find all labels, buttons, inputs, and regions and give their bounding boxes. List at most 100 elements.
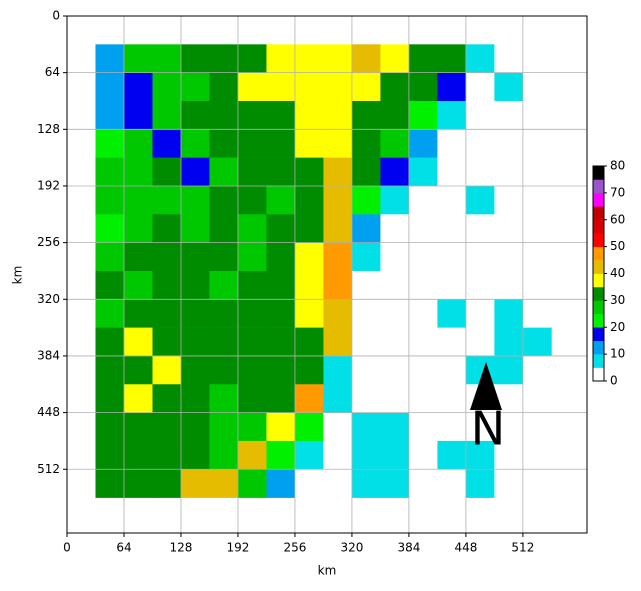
colorbar-swatch [593,233,604,247]
heat-cell [123,440,153,470]
heat-cell [95,72,125,102]
heat-cell [237,214,267,243]
heat-cell [323,355,353,385]
heat-cell [266,270,296,300]
heat-cell [494,355,524,385]
colorbar-swatch [593,313,604,328]
heat-cell [380,412,410,442]
colorbar-tick-label: 50 [610,239,625,253]
heat-cell [152,129,182,158]
heat-cell [266,299,296,328]
heat-cell [294,299,324,328]
heat-cell [323,185,353,215]
heat-cell [465,72,495,102]
heat-cell [494,412,524,442]
heat-cell [494,129,524,158]
heat-cell [266,129,296,158]
heat-cell [522,270,552,300]
heat-cell [266,469,296,498]
heat-cell [95,412,125,442]
heat-cell [408,384,438,413]
heat-cell [95,299,125,328]
heat-cell [465,242,495,272]
heat-cell [408,214,438,243]
heat-cell [522,129,552,158]
heat-cell [494,242,524,272]
heat-cell [294,270,324,300]
heat-cell [123,270,153,300]
heat-cell [294,129,324,158]
heat-cell [152,469,182,498]
heat-cell [522,242,552,272]
heat-cell [209,129,239,158]
y-tick-label: 384 [37,348,60,362]
heat-cell [408,129,438,158]
heat-cell [209,242,239,272]
heat-cell [152,100,182,130]
heat-cell [323,129,353,158]
x-tick-label: 64 [116,541,131,555]
colorbar-swatch [593,219,604,234]
heat-cell [152,355,182,385]
heat-cell [95,327,125,357]
heat-cell [351,129,381,158]
colorbar-tick-label: 80 [610,159,625,173]
heat-cell [95,100,125,130]
heat-cell [95,214,125,243]
x-tick-label: 0 [63,541,71,555]
heat-cell [408,100,438,130]
heat-cell [294,72,324,102]
heat-cell [408,412,438,442]
heat-cell [237,129,267,158]
heat-cell [266,355,296,385]
heat-cell [294,242,324,272]
heat-cell [123,384,153,413]
heat-cell [123,129,153,158]
heat-cell [180,412,210,442]
heat-cell [180,270,210,300]
heat-cell [266,384,296,413]
heat-cell [437,355,467,385]
heat-cell [266,72,296,102]
heat-cell [294,469,324,498]
heat-cell [323,384,353,413]
heat-cell [323,157,353,187]
heat-cell [152,327,182,357]
colorbar-swatch [593,246,604,261]
heat-cell [437,270,467,300]
heat-cell [152,412,182,442]
heat-cell [180,440,210,470]
heat-cell [323,242,353,272]
heat-cell [351,270,381,300]
heat-cell [380,185,410,215]
heat-cell [95,242,125,272]
heat-cell [380,299,410,328]
heat-cell [351,100,381,130]
heat-cell [522,214,552,243]
heat-cell [437,327,467,357]
heat-cell [380,44,410,73]
heat-cell [351,412,381,442]
heat-cell [380,242,410,272]
heat-cell [95,440,125,470]
heat-cell [465,440,495,470]
heat-cell [437,299,467,328]
heat-cell [180,242,210,272]
north-label: N [471,402,505,456]
heat-cell [494,299,524,328]
heat-cell [294,214,324,243]
heat-cell [494,44,524,73]
heat-cell [351,242,381,272]
heat-cell [437,469,467,498]
heat-cell [465,469,495,498]
heat-cell [437,412,467,442]
heat-cell [408,242,438,272]
colorbar-swatch [593,300,604,315]
heat-cell [152,44,182,73]
x-tick-label: 384 [397,541,420,555]
heat-cell [437,157,467,187]
heat-cell [180,44,210,73]
heat-cell [123,355,153,385]
heat-cell [465,185,495,215]
